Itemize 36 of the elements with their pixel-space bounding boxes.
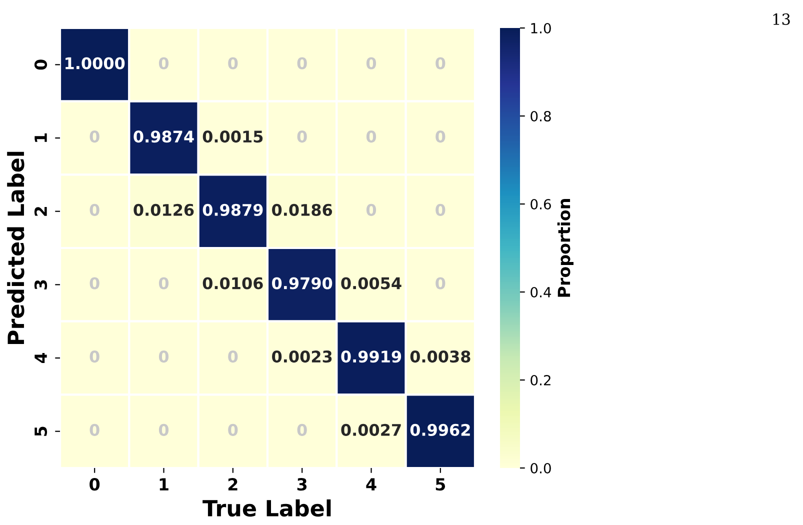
data-label: 0.0054 (341, 277, 402, 290)
data-label: 0.0015 (202, 130, 263, 143)
data-label: 0.0106 (202, 277, 263, 290)
x-tick-label: 3 (297, 478, 307, 491)
text: 13 (773, 13, 790, 25)
color-bar-label: 1.0 (531, 22, 551, 34)
data-label: 0.0023 (272, 350, 332, 363)
color-bar-label: 0.6 (530, 198, 551, 210)
y-tick-label: 4 (34, 352, 47, 364)
x-tick-label: 4 (366, 478, 376, 490)
data-label: 1.0000 (66, 57, 125, 70)
x-tick-label: 1 (160, 478, 168, 490)
data-label: 0.9879 (202, 204, 263, 216)
data-label: 0.0027 (341, 424, 401, 436)
data-label: 0.0186 (272, 204, 332, 216)
data-label: 0.0038 (410, 350, 470, 363)
x-tick-label: 2 (228, 478, 238, 490)
y-tick-label: 3 (34, 280, 48, 290)
x-tick-label: 5 (436, 478, 446, 491)
data-label: 0.9962 (410, 424, 470, 436)
color-bar-label: 0.8 (530, 110, 551, 122)
color-bar-label: 0.2 (530, 374, 550, 386)
y-tick-label: 1 (34, 133, 47, 142)
color-bar-label: 0.4 (530, 286, 552, 298)
data-label: 0.9790 (272, 277, 332, 290)
y-tick-label: 5 (34, 426, 48, 436)
data-label: 0.0126 (134, 204, 194, 216)
y-axis-title: Predicted Label (7, 152, 24, 344)
x-axis-title: True Label (202, 499, 331, 517)
color-bar-title: Proportion (557, 199, 574, 297)
y-tick-label: 2 (34, 206, 47, 216)
data-label: 0.9874 (134, 130, 194, 143)
data-label: 0.9919 (341, 350, 402, 363)
x-tick-label: 0 (90, 478, 100, 491)
y-tick-label: 0 (34, 60, 48, 70)
color-bar-label: 0.0 (530, 462, 551, 474)
